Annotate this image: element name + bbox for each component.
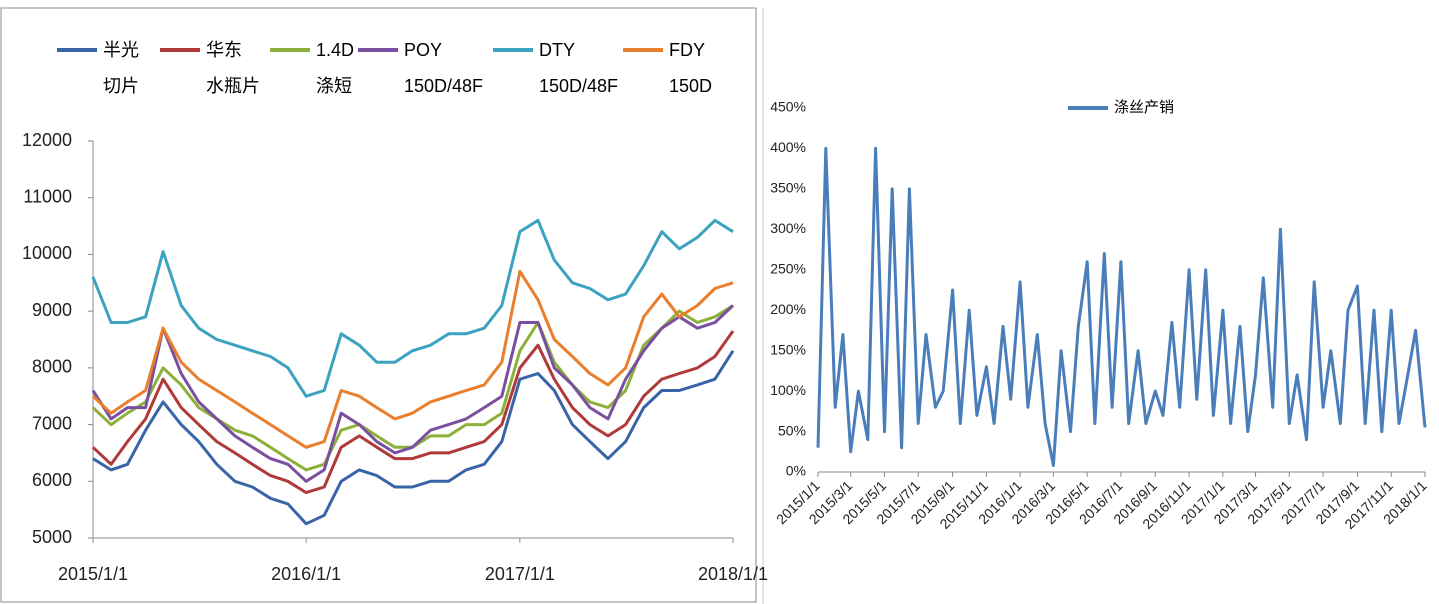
legend-item: 1.4D 涤短 (270, 38, 354, 104)
x-tick-label: 2018/1/1 (698, 564, 768, 584)
y-tick-label: 250% (770, 260, 806, 276)
x-tick-label: 2017/1/1 (485, 564, 555, 584)
legend-label: FDY 150D (669, 40, 713, 96)
y-tick-label: 5000 (32, 527, 72, 547)
series-line (816, 146, 1427, 467)
y-tick-label: 11000 (23, 186, 72, 206)
y-tick-label: 450% (770, 99, 806, 115)
y-tick-label: 50% (778, 422, 806, 438)
legend-label: 半光 切片 (103, 40, 139, 96)
x-tick-label: 2015/1/1 (58, 564, 128, 584)
legend-swatch (1068, 106, 1108, 110)
legend-item: DTY 150D/48F (493, 38, 618, 104)
y-tick-label: 100% (770, 382, 806, 398)
legend-swatch (493, 48, 533, 52)
x-tick-label: 2016/1/1 (271, 564, 341, 584)
y-tick-label: 12000 (22, 130, 72, 150)
legend-label: 1.4D 涤短 (316, 40, 355, 96)
y-tick-label: 200% (770, 301, 806, 317)
y-tick-label: 7000 (32, 413, 72, 433)
y-tick-label: 10000 (22, 243, 72, 263)
y-tick-label: 350% (770, 180, 806, 196)
left-panel-border (0, 7, 757, 603)
legend-swatch (160, 48, 200, 52)
legend-label: DTY 150D/48F (539, 40, 619, 96)
y-tick-label: 6000 (32, 470, 72, 490)
legend-label: 涤丝产销 (1114, 99, 1175, 116)
legend-item: 涤丝产销 (1068, 96, 1174, 126)
legend-label: POY 150D/48F (404, 40, 484, 96)
legend-item: 半光 切片 (57, 38, 139, 104)
series-line (92, 349, 735, 526)
y-tick-label: 0% (786, 463, 806, 479)
legend-item: POY 150D/48F (358, 38, 483, 104)
y-tick-label: 9000 (32, 300, 72, 320)
legend-item: 华东 水瓶片 (160, 38, 260, 104)
legend-swatch (358, 48, 398, 52)
y-tick-label: 400% (770, 139, 806, 155)
y-tick-label: 8000 (32, 357, 72, 377)
legend-swatch (270, 48, 310, 52)
series-line (91, 269, 734, 449)
series-line (91, 330, 735, 495)
legend-swatch (57, 48, 97, 52)
legend-item: FDY 150D (623, 38, 712, 104)
legend-label: 华东 水瓶片 (206, 40, 260, 96)
legend-swatch (623, 48, 663, 52)
y-tick-label: 150% (770, 341, 806, 357)
y-tick-label: 300% (770, 220, 806, 236)
series-line (91, 218, 734, 398)
series-line (91, 304, 735, 483)
